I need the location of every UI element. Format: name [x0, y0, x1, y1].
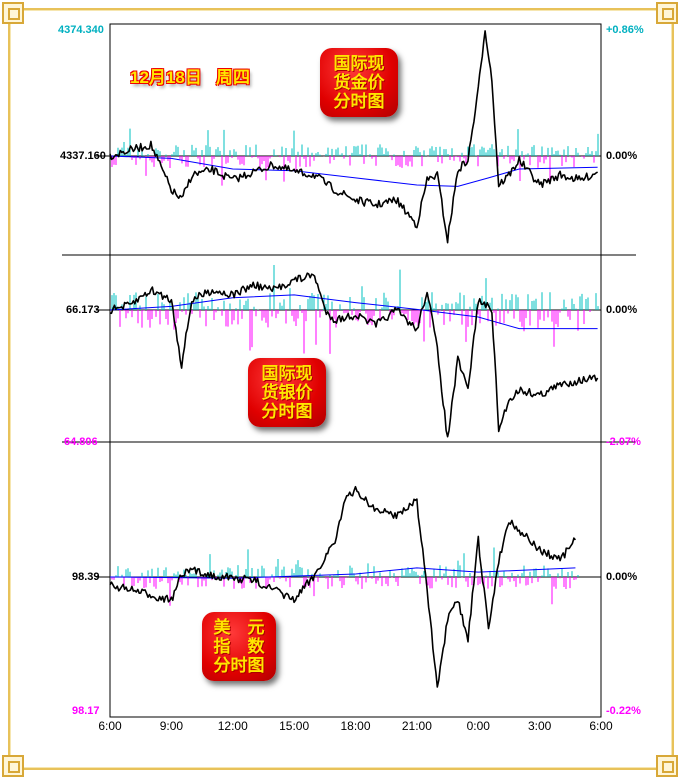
gold-average-line [109, 155, 598, 187]
corner-ornament-icon [656, 2, 678, 24]
gold-y-top-label: 4374.340 [58, 24, 104, 36]
corner-ornament-icon [656, 755, 678, 777]
silver-pct-mid-label: 0.00% [606, 304, 638, 316]
gold-price-line [109, 30, 599, 244]
silver-y-mid-label: 66.173 [66, 304, 100, 316]
usd-pct-bottom-label: -0.22% [606, 705, 641, 717]
x-tick-label: 21:00 [401, 719, 432, 733]
x-tick-label: 9:00 [159, 719, 184, 733]
gold-title-badge: 国际现 货金价 分时图 [320, 48, 398, 117]
corner-ornament-icon [2, 755, 24, 777]
date-label: 12月18日 周四 [130, 68, 250, 87]
gold-pct-top-label: +0.86% [606, 24, 644, 36]
corner-ornament-icon [2, 2, 24, 24]
silver-y-bottom-label: 64.806 [64, 436, 98, 448]
usd-title-badge: 美 元指 数分时图 [202, 612, 276, 681]
x-tick-label: 12:00 [217, 719, 248, 733]
silver-title-badge: 国际现 货银价 分时图 [248, 358, 326, 427]
usd-price-line [109, 485, 577, 688]
x-tick-label: 6:00 [98, 719, 122, 733]
usd-y-mid-label: 98.39 [72, 571, 100, 583]
decorative-frame [8, 8, 674, 770]
x-tick-label: 18:00 [340, 719, 371, 733]
silver-pct-bottom-label: -2.07% [606, 436, 641, 448]
usd-pct-mid-label: 0.00% [606, 571, 638, 583]
x-tick-label: 15:00 [279, 719, 310, 733]
usd-y-bottom-label: 98.17 [72, 705, 100, 717]
gold-pct-mid-label: 0.00% [606, 150, 638, 162]
x-tick-label: 0:00 [466, 719, 490, 733]
plot-border [109, 23, 602, 718]
gold-y-mid-label: 4337.160 [60, 150, 106, 162]
x-tick-label: 3:00 [527, 719, 552, 733]
silver-price-line [109, 272, 599, 438]
x-tick-label: 6:00 [589, 719, 613, 733]
